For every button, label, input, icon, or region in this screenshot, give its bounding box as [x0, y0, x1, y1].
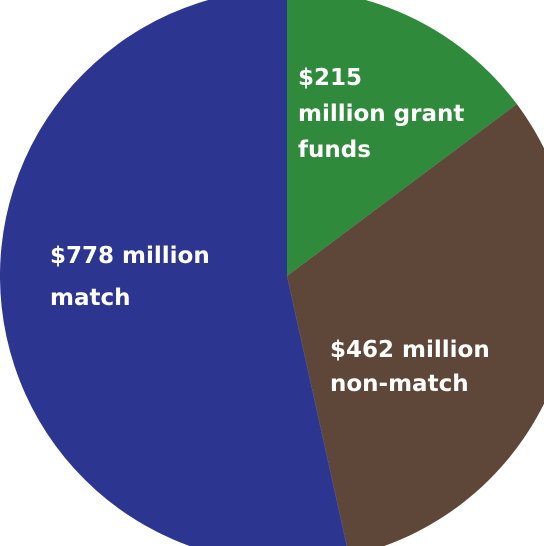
slice-grant-funds	[287, 0, 517, 276]
slice-match	[0, 0, 347, 546]
slice-labels: $215 million grant funds $462 million no…	[50, 65, 498, 397]
label-match: $778 million match	[50, 243, 218, 311]
label-non-match: $462 million non-match	[330, 337, 498, 397]
label-non-match-line-2: non-match	[330, 371, 469, 397]
slice-non-match	[287, 104, 544, 546]
label-grant-funds-line-3: funds	[298, 137, 371, 163]
label-grant-funds-line-2: million grant	[298, 101, 464, 127]
label-match-line-1: $778 million	[50, 243, 210, 269]
label-grant-funds-line-1: $215	[298, 65, 362, 91]
label-grant-funds: $215 million grant funds	[298, 65, 472, 163]
label-non-match-line-1: $462 million	[330, 337, 490, 363]
label-match-line-2: match	[50, 285, 131, 311]
